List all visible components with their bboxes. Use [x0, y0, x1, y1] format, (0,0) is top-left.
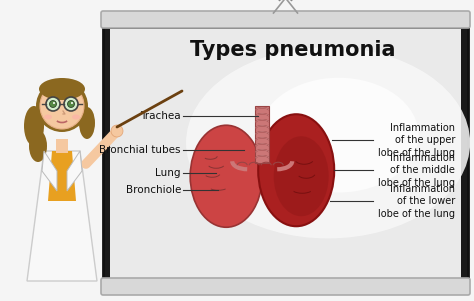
Ellipse shape	[40, 83, 84, 129]
FancyBboxPatch shape	[101, 278, 470, 295]
Circle shape	[71, 102, 73, 104]
Ellipse shape	[29, 130, 47, 162]
Text: Types pneumonia: Types pneumonia	[190, 40, 395, 60]
FancyBboxPatch shape	[101, 11, 470, 28]
Ellipse shape	[36, 80, 88, 132]
Circle shape	[64, 97, 78, 111]
Polygon shape	[48, 151, 76, 201]
Ellipse shape	[190, 125, 262, 227]
Polygon shape	[42, 151, 57, 191]
Ellipse shape	[273, 136, 328, 216]
Circle shape	[46, 97, 60, 111]
Text: Lung: Lung	[155, 168, 181, 178]
Text: Inflammation
of the lower
lobe of the lung: Inflammation of the lower lobe of the lu…	[378, 184, 455, 219]
Circle shape	[111, 125, 123, 137]
Text: Inflammation
of the upper
lobe of the lung: Inflammation of the upper lobe of the lu…	[378, 123, 455, 158]
Circle shape	[67, 101, 74, 107]
Text: Bronchial tubes: Bronchial tubes	[100, 145, 181, 155]
Text: Trachea: Trachea	[140, 111, 181, 121]
Circle shape	[53, 102, 55, 104]
Ellipse shape	[24, 106, 44, 146]
FancyArrowPatch shape	[86, 133, 115, 164]
Text: Bronchiole: Bronchiole	[126, 185, 181, 195]
Ellipse shape	[44, 114, 52, 119]
Text: Inflammation
of the middle
lobe of the lung: Inflammation of the middle lobe of the l…	[378, 153, 455, 188]
Bar	[110, 29, 461, 280]
Ellipse shape	[39, 78, 85, 100]
Ellipse shape	[186, 47, 470, 238]
Ellipse shape	[259, 78, 419, 192]
Bar	[56, 139, 68, 153]
Ellipse shape	[258, 114, 334, 226]
Circle shape	[49, 101, 56, 107]
Ellipse shape	[72, 114, 80, 119]
Polygon shape	[67, 151, 82, 191]
Bar	[103, 26, 468, 283]
Bar	[255, 106, 269, 163]
Ellipse shape	[79, 107, 95, 139]
Polygon shape	[27, 151, 97, 281]
